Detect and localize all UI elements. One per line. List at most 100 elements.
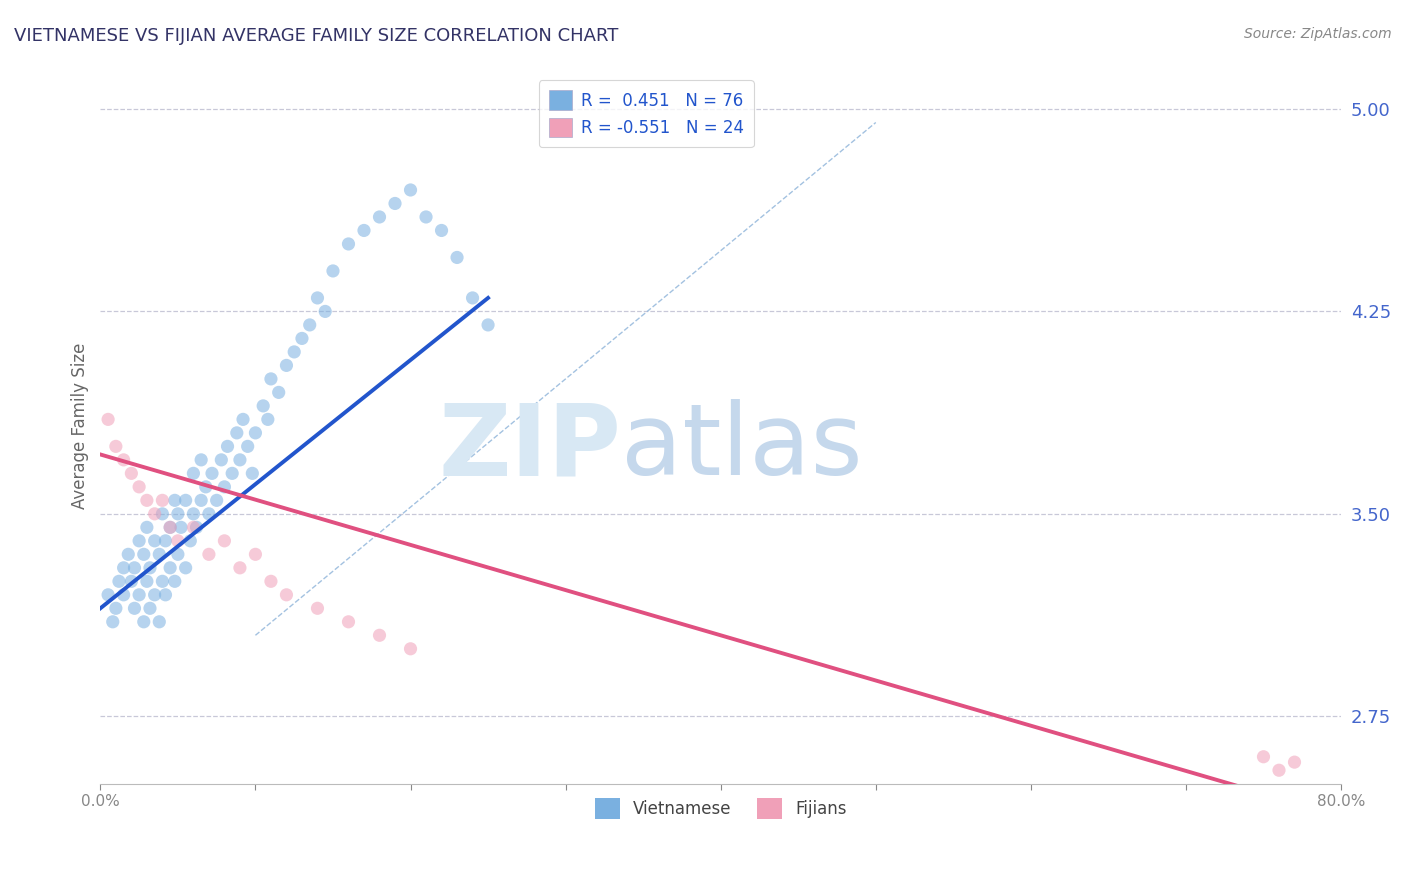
Point bbox=[337, 615, 360, 629]
Point bbox=[170, 520, 193, 534]
Point bbox=[163, 574, 186, 589]
Point bbox=[155, 533, 177, 548]
Point bbox=[150, 574, 173, 589]
Point bbox=[132, 547, 155, 561]
Point bbox=[283, 345, 305, 359]
Point bbox=[384, 196, 406, 211]
Text: Source: ZipAtlas.com: Source: ZipAtlas.com bbox=[1244, 27, 1392, 41]
Text: VIETNAMESE VS FIJIAN AVERAGE FAMILY SIZE CORRELATION CHART: VIETNAMESE VS FIJIAN AVERAGE FAMILY SIZE… bbox=[14, 27, 619, 45]
Point bbox=[1253, 749, 1275, 764]
Point bbox=[183, 520, 205, 534]
Point bbox=[143, 588, 166, 602]
Point bbox=[194, 480, 217, 494]
Point bbox=[399, 641, 422, 656]
Point bbox=[256, 412, 278, 426]
Point bbox=[353, 223, 375, 237]
Point bbox=[143, 533, 166, 548]
Point bbox=[120, 574, 142, 589]
Point bbox=[167, 533, 190, 548]
Point bbox=[183, 467, 205, 481]
Point bbox=[368, 628, 391, 642]
Point bbox=[159, 520, 181, 534]
Point bbox=[291, 331, 314, 345]
Point bbox=[214, 533, 236, 548]
Point bbox=[446, 251, 468, 265]
Point bbox=[120, 467, 142, 481]
Point bbox=[245, 425, 267, 440]
Point bbox=[148, 547, 170, 561]
Point bbox=[112, 453, 135, 467]
Point bbox=[104, 439, 127, 453]
Point bbox=[132, 615, 155, 629]
Point bbox=[155, 588, 177, 602]
Point bbox=[337, 236, 360, 251]
Point bbox=[186, 520, 208, 534]
Text: ZIP: ZIP bbox=[439, 399, 621, 496]
Point bbox=[240, 467, 263, 481]
Legend: Vietnamese, Fijians: Vietnamese, Fijians bbox=[588, 792, 853, 825]
Point bbox=[143, 507, 166, 521]
Point bbox=[368, 210, 391, 224]
Point bbox=[112, 561, 135, 575]
Point bbox=[135, 520, 157, 534]
Point bbox=[179, 533, 201, 548]
Point bbox=[267, 385, 290, 400]
Point bbox=[415, 210, 437, 224]
Point bbox=[214, 480, 236, 494]
Point bbox=[229, 453, 252, 467]
Point bbox=[183, 507, 205, 521]
Point bbox=[217, 439, 239, 453]
Text: atlas: atlas bbox=[621, 399, 863, 496]
Point bbox=[139, 601, 162, 615]
Point bbox=[148, 615, 170, 629]
Point bbox=[276, 588, 298, 602]
Point bbox=[198, 547, 221, 561]
Point bbox=[430, 223, 453, 237]
Point bbox=[260, 372, 283, 386]
Point bbox=[461, 291, 484, 305]
Point bbox=[201, 467, 224, 481]
Point bbox=[229, 561, 252, 575]
Point bbox=[232, 412, 254, 426]
Point bbox=[190, 493, 212, 508]
Point bbox=[128, 480, 150, 494]
Point bbox=[135, 493, 157, 508]
Point bbox=[174, 561, 197, 575]
Point bbox=[174, 493, 197, 508]
Point bbox=[225, 425, 247, 440]
Point bbox=[477, 318, 499, 332]
Point bbox=[139, 561, 162, 575]
Point bbox=[150, 507, 173, 521]
Point bbox=[314, 304, 336, 318]
Point bbox=[205, 493, 228, 508]
Point bbox=[112, 588, 135, 602]
Point bbox=[307, 291, 329, 305]
Point bbox=[399, 183, 422, 197]
Point bbox=[135, 574, 157, 589]
Point bbox=[198, 507, 221, 521]
Point bbox=[128, 588, 150, 602]
Point bbox=[159, 561, 181, 575]
Point bbox=[245, 547, 267, 561]
Point bbox=[117, 547, 139, 561]
Point bbox=[322, 264, 344, 278]
Y-axis label: Average Family Size: Average Family Size bbox=[72, 343, 89, 509]
Point bbox=[252, 399, 274, 413]
Point bbox=[221, 467, 243, 481]
Point bbox=[236, 439, 259, 453]
Point bbox=[97, 588, 120, 602]
Point bbox=[128, 533, 150, 548]
Point bbox=[260, 574, 283, 589]
Point bbox=[108, 574, 131, 589]
Point bbox=[124, 561, 146, 575]
Point bbox=[97, 412, 120, 426]
Point bbox=[104, 601, 127, 615]
Point bbox=[307, 601, 329, 615]
Point bbox=[167, 507, 190, 521]
Point bbox=[159, 520, 181, 534]
Point bbox=[190, 453, 212, 467]
Point bbox=[1268, 763, 1291, 777]
Point bbox=[124, 601, 146, 615]
Point bbox=[150, 493, 173, 508]
Point bbox=[1284, 755, 1306, 769]
